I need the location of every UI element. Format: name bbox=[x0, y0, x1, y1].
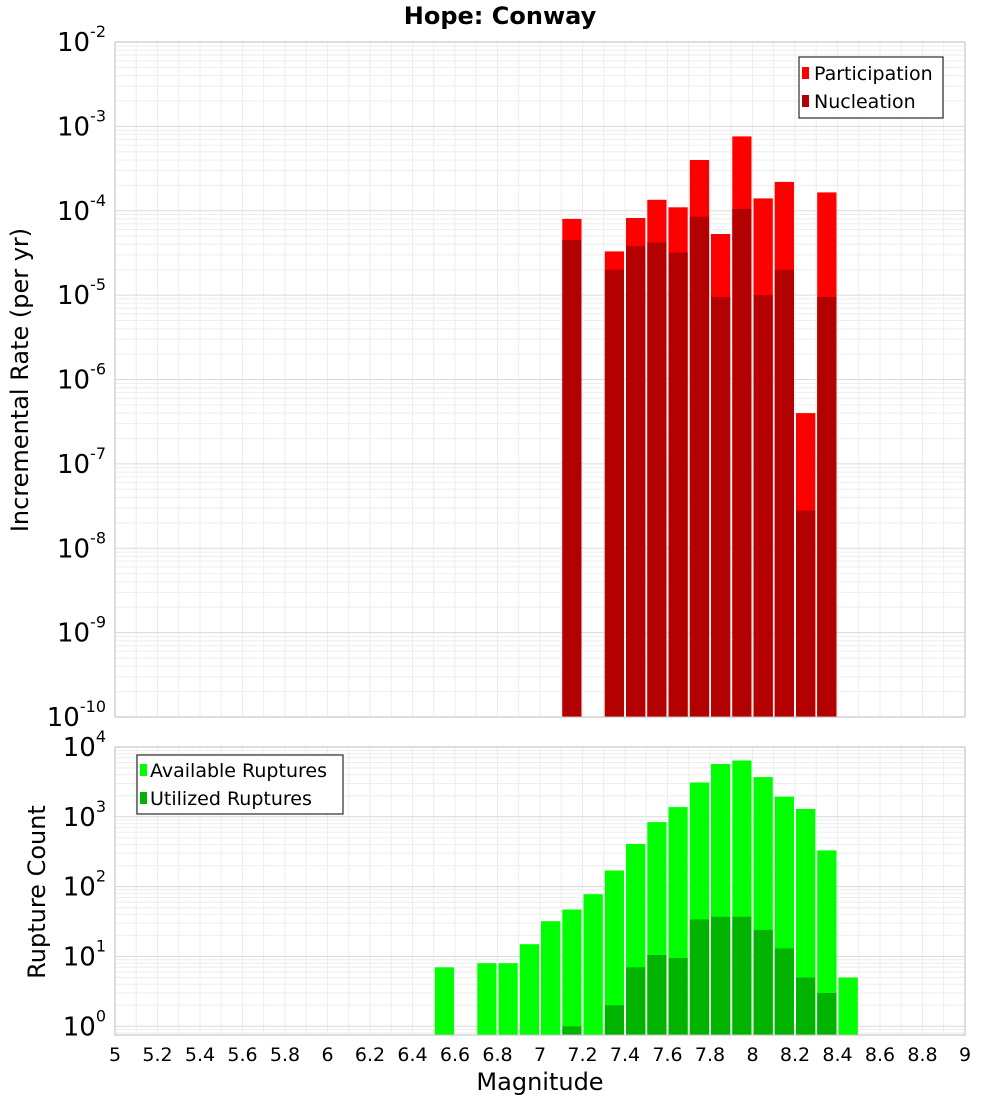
bottom-bar-back bbox=[477, 963, 497, 1035]
bottom-y-tick-label: 102 bbox=[63, 867, 106, 903]
legend-swatch-participation bbox=[802, 67, 809, 79]
top-bar-front bbox=[562, 240, 582, 717]
bottom-bar-front bbox=[647, 955, 667, 1035]
x-axis-label: Magnitude bbox=[476, 1068, 603, 1096]
bottom-y-tick-label: 104 bbox=[63, 727, 106, 763]
top-y-tick-label: 10-5 bbox=[57, 275, 106, 311]
bottom-bar-front bbox=[626, 967, 646, 1035]
x-tick-label: 5.6 bbox=[227, 1044, 257, 1066]
x-tick-label: 9 bbox=[959, 1044, 971, 1066]
legend-swatch-utilized bbox=[140, 792, 147, 804]
bottom-bars bbox=[434, 760, 858, 1035]
bottom-bar-back bbox=[817, 850, 837, 1035]
x-tick-label: 8.8 bbox=[907, 1044, 937, 1066]
bottom-y-tick-label: 101 bbox=[63, 937, 106, 973]
x-tick-label: 7.4 bbox=[610, 1044, 640, 1066]
bottom-bar-front bbox=[668, 958, 688, 1035]
top-y-tick-label: 10-4 bbox=[57, 191, 106, 227]
chart-title: Hope: Conway bbox=[404, 2, 597, 30]
x-tick-label: 6.8 bbox=[482, 1044, 512, 1066]
top-bar-front bbox=[689, 216, 710, 717]
bottom-bar-front bbox=[796, 977, 816, 1035]
bottom-bar-back bbox=[562, 909, 582, 1035]
bottom-bar-back bbox=[583, 894, 603, 1035]
bottom-bar-back bbox=[498, 963, 518, 1035]
top-legend: Participation Nucleation bbox=[798, 56, 944, 119]
legend-swatch-available bbox=[140, 764, 147, 776]
bottom-bar-back bbox=[604, 870, 624, 1035]
legend-swatch-nucleation bbox=[802, 95, 809, 107]
top-y-tick-label: 10-7 bbox=[57, 444, 106, 480]
bottom-bar-back bbox=[519, 944, 540, 1035]
x-tick-label: 8.4 bbox=[822, 1044, 852, 1066]
top-y-tick-label: 10-8 bbox=[57, 528, 106, 564]
top-bar-front bbox=[796, 510, 816, 717]
top-bar-front bbox=[626, 246, 646, 717]
bottom-bar-front bbox=[562, 1026, 582, 1035]
top-y-tick-label: 10-2 bbox=[57, 22, 106, 58]
x-tick-label: 7.8 bbox=[695, 1044, 725, 1066]
bottom-bar-front bbox=[732, 916, 752, 1035]
x-tick-labels: 5 5.2 5.4 5.6 5.8 6 6.2 6.4 6.6 6.8 7 7.2 7.4 7.6 7.8 8… bbox=[109, 1044, 971, 1066]
x-tick-label: 6.6 bbox=[440, 1044, 470, 1066]
x-tick-label: 5.8 bbox=[270, 1044, 300, 1066]
top-gridlines bbox=[114, 41, 966, 718]
bottom-bar-back bbox=[434, 967, 454, 1035]
top-bar-front bbox=[668, 252, 688, 717]
x-tick-label: 6 bbox=[321, 1044, 333, 1066]
bottom-legend-box bbox=[136, 754, 344, 815]
bottom-legend: Available Ruptures Utilized Ruptures bbox=[136, 754, 344, 815]
top-bar-front bbox=[711, 297, 731, 717]
top-y-tick-label: 10-3 bbox=[57, 106, 106, 142]
x-tick-label: 8.2 bbox=[780, 1044, 810, 1066]
top-bars bbox=[562, 136, 837, 718]
bottom-y-tick-label: 103 bbox=[63, 797, 106, 833]
legend-label-nucleation: Nucleation bbox=[814, 91, 916, 113]
legend-label-available: Available Ruptures bbox=[150, 760, 327, 782]
top-y-tick-label: 10-10 bbox=[47, 697, 106, 733]
x-tick-label: 6.4 bbox=[397, 1044, 427, 1066]
bottom-bar-front bbox=[689, 919, 710, 1035]
bottom-bar-front bbox=[774, 948, 794, 1035]
bottom-plot-frame bbox=[114, 746, 966, 1036]
x-tick-label: 7 bbox=[534, 1044, 546, 1066]
top-y-tick-label: 10-6 bbox=[57, 360, 106, 396]
legend-label-participation: Participation bbox=[814, 63, 933, 85]
top-bar-front bbox=[753, 295, 773, 717]
x-tick-label: 6.2 bbox=[355, 1044, 385, 1066]
top-y-tick-label: 10-9 bbox=[57, 613, 106, 649]
x-tick-label: 5.2 bbox=[142, 1044, 172, 1066]
x-tick-label: 7.6 bbox=[652, 1044, 682, 1066]
legend-label-utilized: Utilized Ruptures bbox=[150, 788, 312, 810]
top-bar-front bbox=[817, 297, 837, 717]
x-tick-label: 5 bbox=[109, 1044, 121, 1066]
x-tick-label: 8.6 bbox=[865, 1044, 895, 1066]
top-bar-front bbox=[604, 269, 624, 717]
bottom-bar-front bbox=[753, 929, 773, 1035]
top-y-tick-labels: 10-2 10-3 10-4 10-5 10-6 10-7 10-8 10-9 10-10 bbox=[47, 22, 106, 733]
x-tick-label: 8 bbox=[746, 1044, 758, 1066]
top-bar-front bbox=[774, 269, 794, 717]
top-bar-front bbox=[647, 242, 667, 717]
bottom-bar-front bbox=[817, 993, 837, 1035]
bottom-y-tick-labels: 104 103 102 101 100 bbox=[63, 727, 106, 1042]
bottom-bar-back bbox=[541, 921, 561, 1035]
x-tick-label: 7.2 bbox=[567, 1044, 597, 1066]
bottom-bar-back bbox=[838, 977, 858, 1035]
top-bar-front bbox=[732, 209, 752, 717]
top-legend-box bbox=[798, 56, 944, 119]
x-tick-label: 5.4 bbox=[185, 1044, 215, 1066]
top-y-axis-label: Incremental Rate (per yr) bbox=[6, 228, 34, 532]
bottom-y-tick-label: 100 bbox=[63, 1006, 106, 1042]
bottom-y-axis-label: Rupture Count bbox=[23, 805, 51, 979]
bottom-bar-front bbox=[604, 1005, 624, 1035]
bottom-bar-front bbox=[711, 916, 731, 1035]
top-plot-frame bbox=[114, 41, 966, 718]
